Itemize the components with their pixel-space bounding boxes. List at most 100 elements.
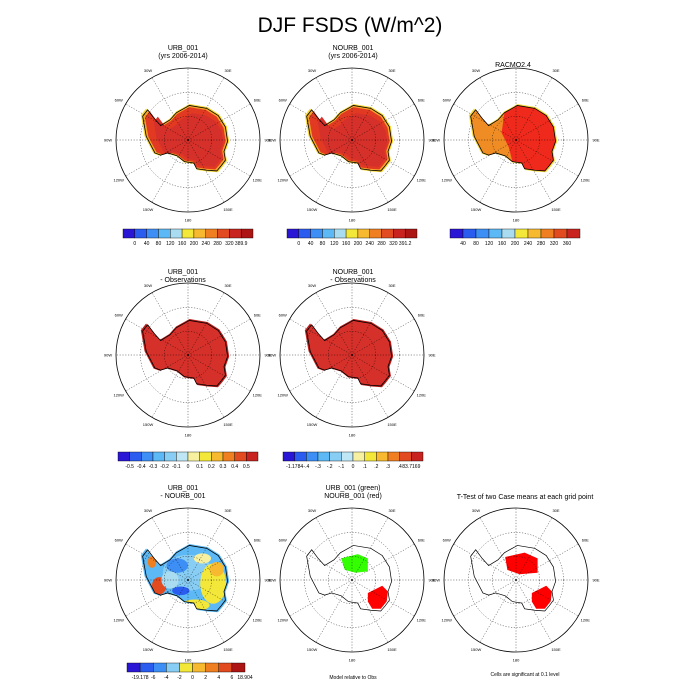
longitude-line <box>187 318 251 356</box>
colorbar-swatch <box>153 662 167 673</box>
colorbar-swatch <box>462 228 477 239</box>
lon-label: 90W <box>104 353 112 358</box>
longitude-line <box>151 517 189 581</box>
lon-label: 30W <box>308 283 316 288</box>
colorbar-swatch <box>376 451 389 462</box>
delta-patch <box>193 553 212 564</box>
graticule <box>280 283 424 427</box>
latitude-circle <box>304 532 400 628</box>
polar-map-1: 30W 30E 60W 60E 90W 90E 120W 120E 150W 150E 180 <box>268 67 436 223</box>
colorbar-swatch <box>475 228 490 239</box>
polar-map-0: 30W 30E 60W 60E 90W 90E 120W 120E 150W 150E 180 <box>104 67 272 223</box>
longitude-line <box>187 579 251 617</box>
polar-map-7: 30W 30E 60W 60E 90W 90E 120W 120E 150W 150E 180 <box>432 507 600 663</box>
lon-label: 90E <box>264 353 271 358</box>
colorbar-swatch <box>381 228 394 239</box>
colorbar-swatch <box>357 228 370 239</box>
colorbar-swatch <box>234 451 247 462</box>
colorbar-tick-label: 320 <box>550 241 559 247</box>
lon-label: 120E <box>581 618 591 623</box>
polar-map-4: 30W 30E 60W 60E 90W 90E 120W 120E 150W 150E 180 <box>268 282 436 438</box>
longitude-line <box>187 579 225 643</box>
longitude-line <box>125 139 189 177</box>
lon-label: 150W <box>143 207 154 212</box>
colorbar-swatch <box>306 451 319 462</box>
colorbar-tick-label: .4 <box>398 464 402 470</box>
longitude-line <box>351 103 415 141</box>
lon-label: 90W <box>432 138 440 143</box>
longitude-line <box>187 103 251 141</box>
graticule <box>280 68 424 212</box>
longitude-line <box>187 139 225 203</box>
colorbar-swatch <box>152 451 165 462</box>
lon-label: 180 <box>349 658 356 663</box>
lon-label: 30W <box>472 508 480 513</box>
colorbar-swatch <box>158 228 171 239</box>
longitude-line <box>515 517 553 581</box>
antarctica-group <box>469 104 557 172</box>
latitude-circle <box>468 92 564 188</box>
delta-patches <box>147 553 227 611</box>
colorbar-tick-label: 80 <box>156 241 162 247</box>
graticule <box>116 508 260 652</box>
polar-map-5: 30W 30E 60W 60E 90W 90E 120W 120E 150W 150E 180 <box>104 507 272 663</box>
colorbar-tick-label: 80 <box>473 241 479 247</box>
colorbar-swatch <box>126 662 141 673</box>
colorbar-swatch <box>286 228 300 239</box>
antarctica-group <box>141 544 229 612</box>
lon-label: 60E <box>582 538 589 543</box>
colorbar-swatch <box>246 451 259 462</box>
colorbar-swatch <box>187 451 200 462</box>
lon-label: 60W <box>115 98 123 103</box>
longitude-line <box>187 77 225 141</box>
delta-patch <box>166 558 188 573</box>
lon-label: 120W <box>277 618 288 623</box>
colorbar-swatch <box>117 451 130 462</box>
lon-label: 180 <box>185 433 192 438</box>
lon-label: 150W <box>307 207 318 212</box>
colorbar-swatch <box>218 662 233 673</box>
colorbar-tick-label: .1 <box>363 464 367 470</box>
latitude-circle <box>304 92 400 188</box>
lon-label: 120W <box>113 178 124 183</box>
colorbar-tick-label: 160 <box>178 241 187 247</box>
lon-label: 60E <box>254 313 261 318</box>
colorbar-swatch <box>217 228 230 239</box>
longitude-line <box>125 318 189 356</box>
longitude-line <box>187 354 251 392</box>
lon-label: 60E <box>582 98 589 103</box>
longitude-line <box>151 579 189 643</box>
latitude-circle <box>164 116 212 164</box>
latitude-circle <box>328 331 376 379</box>
colorbar-swatch <box>129 451 142 462</box>
longitude-line <box>453 543 517 581</box>
longitude-line <box>289 139 353 177</box>
delta-patch <box>172 586 190 596</box>
longitude-line <box>453 579 517 617</box>
colorbar-swatch <box>514 228 529 239</box>
lon-label: 60E <box>418 538 425 543</box>
panel-title-obs: RACMO2.4 <box>495 62 531 69</box>
longitude-line <box>479 77 517 141</box>
antarctica-group <box>471 545 556 611</box>
lon-label: 120E <box>253 393 263 398</box>
colorbar-tick-label: 0 <box>297 241 300 247</box>
longitude-line <box>515 139 553 203</box>
colorbar-tick-label: 0.4 <box>231 464 238 470</box>
longitude-line <box>187 543 251 581</box>
lon-label: 180 <box>513 218 520 223</box>
longitude-line <box>125 543 189 581</box>
delta-patch <box>209 562 224 577</box>
colorbar-swatch <box>540 228 555 239</box>
longitude-line <box>125 579 189 617</box>
latitude-circle <box>492 556 540 604</box>
longitude-line <box>453 139 517 177</box>
colorbar-swatch <box>240 228 254 239</box>
longitude-line <box>187 354 225 418</box>
colorbar-tick-label: -6 <box>151 675 156 681</box>
lon-label: 150E <box>223 422 233 427</box>
colorbar-swatch <box>411 451 424 462</box>
colorbar-tick-label: 280 <box>213 241 222 247</box>
colorbar-tick-label: 280 <box>537 241 546 247</box>
colorbar-tick-label: -0.3 <box>149 464 158 470</box>
